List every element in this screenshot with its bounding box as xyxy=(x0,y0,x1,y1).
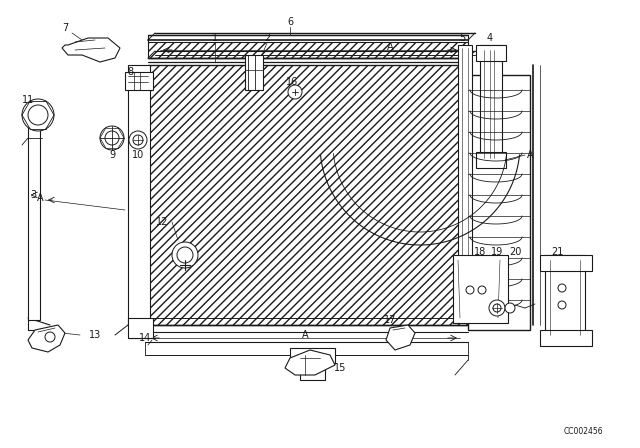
Circle shape xyxy=(493,304,501,312)
Bar xyxy=(480,45,502,155)
Circle shape xyxy=(133,135,143,145)
Bar xyxy=(476,45,506,61)
Circle shape xyxy=(105,131,119,145)
Circle shape xyxy=(505,303,515,313)
Circle shape xyxy=(489,300,505,316)
Text: A: A xyxy=(36,193,44,203)
Bar xyxy=(125,72,153,90)
Text: 1: 1 xyxy=(212,33,218,43)
Text: 20: 20 xyxy=(509,247,521,257)
Bar xyxy=(128,318,153,338)
Bar xyxy=(458,45,472,315)
Circle shape xyxy=(172,242,198,268)
Text: A: A xyxy=(301,330,308,340)
Text: 21: 21 xyxy=(551,247,563,257)
Bar xyxy=(468,75,530,330)
Text: A: A xyxy=(527,150,533,160)
Text: 2: 2 xyxy=(264,33,270,43)
Text: 11: 11 xyxy=(22,95,34,105)
Polygon shape xyxy=(386,325,415,350)
Text: 14: 14 xyxy=(139,333,151,343)
Circle shape xyxy=(478,286,486,294)
Bar xyxy=(453,255,508,323)
Text: 10: 10 xyxy=(132,150,144,160)
Bar xyxy=(476,152,506,168)
Bar xyxy=(148,35,468,42)
Text: 15: 15 xyxy=(334,363,346,373)
Text: 4: 4 xyxy=(487,33,493,43)
Bar xyxy=(148,65,468,325)
Circle shape xyxy=(177,247,193,263)
Text: A: A xyxy=(387,42,394,52)
Text: CC002456: CC002456 xyxy=(563,427,603,436)
Text: 5: 5 xyxy=(459,33,465,43)
Bar xyxy=(28,120,40,320)
Circle shape xyxy=(129,131,147,149)
Text: 7: 7 xyxy=(62,23,68,33)
Bar xyxy=(545,255,585,335)
Bar xyxy=(245,55,263,90)
Bar xyxy=(540,255,592,271)
Text: 3: 3 xyxy=(30,190,36,200)
Circle shape xyxy=(466,286,474,294)
Text: 17: 17 xyxy=(384,315,396,325)
Polygon shape xyxy=(285,350,335,375)
Text: 18: 18 xyxy=(474,247,486,257)
Circle shape xyxy=(288,85,302,99)
Circle shape xyxy=(558,284,566,292)
Text: 19: 19 xyxy=(491,247,503,257)
Text: 6: 6 xyxy=(287,17,293,27)
Circle shape xyxy=(100,126,124,150)
Circle shape xyxy=(28,105,48,125)
Circle shape xyxy=(22,99,54,131)
Bar xyxy=(128,65,150,325)
Text: 16: 16 xyxy=(286,77,298,87)
Text: 12: 12 xyxy=(156,217,168,227)
Bar xyxy=(148,40,468,58)
Polygon shape xyxy=(62,38,120,62)
Bar xyxy=(540,330,592,346)
Text: 9: 9 xyxy=(109,150,115,160)
Bar xyxy=(290,348,335,363)
Bar xyxy=(300,360,325,380)
Text: 8: 8 xyxy=(127,67,133,77)
Circle shape xyxy=(558,301,566,309)
Polygon shape xyxy=(28,325,65,352)
Circle shape xyxy=(45,332,55,342)
Text: 13: 13 xyxy=(89,330,101,340)
